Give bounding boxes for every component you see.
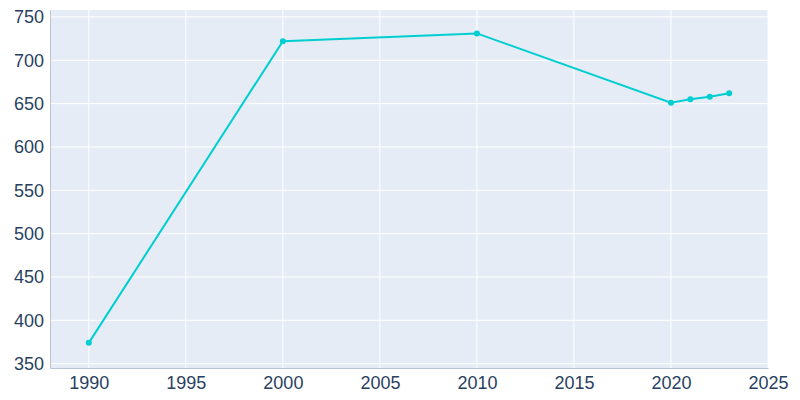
tick-label: 2025: [748, 373, 788, 393]
tick-label: 500: [14, 224, 44, 244]
tick-label: 550: [14, 181, 44, 201]
tick: 700: [14, 51, 50, 71]
tick: 500: [14, 224, 50, 244]
tick-label: 350: [14, 354, 44, 374]
grid: [50, 10, 768, 368]
tick-label: 600: [14, 137, 44, 157]
x-axis-line: [51, 368, 769, 369]
tick: 2025: [748, 368, 788, 393]
grid-line-y: [50, 320, 768, 321]
tick: 2015: [554, 368, 594, 393]
tick: 2020: [651, 368, 691, 393]
plot-background: [50, 10, 768, 368]
grid-line-y: [50, 103, 768, 104]
chart: 1990 1995 2000 2005 2010 2015 2020 2025 350 400 45…: [0, 0, 800, 400]
marker: [726, 90, 732, 96]
grid-line-x: [88, 10, 89, 368]
marker: [474, 30, 480, 36]
x-axis: 1990 1995 2000 2005 2010 2015 2020 2025: [51, 368, 789, 393]
tick: 350: [14, 354, 50, 374]
plot: 1990 1995 2000 2005 2010 2015 2020 2025 350 400 45…: [14, 7, 789, 393]
grid-line-x: [185, 10, 186, 368]
grid-line-y: [50, 16, 768, 17]
tick: 750: [14, 7, 50, 27]
grid-line-y: [50, 276, 768, 277]
y-axis-line: [50, 11, 51, 369]
grid-line-y: [50, 146, 768, 147]
tick: 450: [14, 267, 50, 287]
tick: 550: [14, 181, 50, 201]
tick: 1995: [166, 368, 206, 393]
tick: 2005: [360, 368, 400, 393]
tick: 1990: [69, 368, 109, 393]
tick-label: 650: [14, 94, 44, 114]
grid-line-x: [573, 10, 574, 368]
marker: [668, 100, 674, 106]
tick: 2000: [263, 368, 303, 393]
line: [89, 33, 729, 342]
tick-label: 750: [14, 7, 44, 27]
tick: 400: [14, 311, 50, 331]
tick: 650: [14, 94, 50, 114]
y-axis: 350 400 450 500 550 600 650 700 750: [14, 7, 51, 374]
tick-label: 1990: [69, 373, 109, 393]
tick-label: 2010: [457, 373, 497, 393]
tick: 600: [14, 137, 50, 157]
tick-label: 400: [14, 311, 44, 331]
grid-line-x: [768, 10, 769, 368]
marker: [86, 340, 92, 346]
grid-line-y: [50, 363, 768, 364]
grid-line-x: [379, 10, 380, 368]
tick: 2010: [457, 368, 497, 393]
marker: [687, 96, 693, 102]
tick-label: 700: [14, 51, 44, 71]
tick-label: 2020: [651, 373, 691, 393]
tick-label: 2000: [263, 373, 303, 393]
grid-line-x: [282, 10, 283, 368]
marker: [280, 38, 286, 44]
tick-label: 450: [14, 267, 44, 287]
grid-line-y: [50, 60, 768, 61]
marker: [707, 94, 713, 100]
marks: [86, 30, 732, 345]
grid-line-x: [670, 10, 671, 368]
tick-label: 1995: [166, 373, 206, 393]
tick-label: 2015: [554, 373, 594, 393]
tick-label: 2005: [360, 373, 400, 393]
grid-line-x: [476, 10, 477, 368]
grid-line-y: [50, 190, 768, 191]
